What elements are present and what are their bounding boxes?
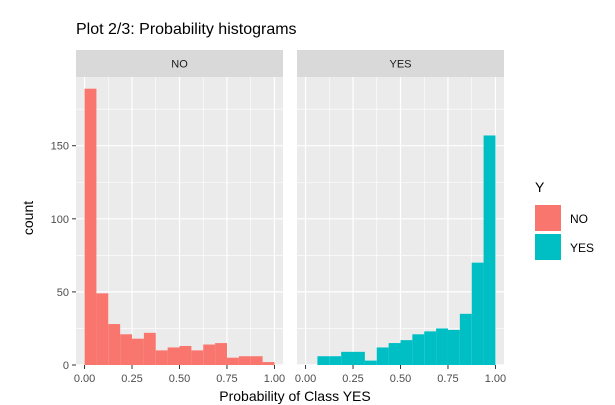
legend-label-yes: YES xyxy=(570,241,594,255)
histogram-bar xyxy=(353,351,365,365)
histogram-bar xyxy=(191,350,204,365)
legend: Y NO YES xyxy=(535,179,594,260)
x-tick-label: 1.00 xyxy=(485,373,506,385)
histogram-bar xyxy=(250,356,263,365)
x-tick-label: 0.50 xyxy=(169,373,190,385)
y-tick-label: 100 xyxy=(51,214,69,226)
x-tick-label: 0.25 xyxy=(121,373,142,385)
x-tick-label: 0.50 xyxy=(390,373,411,385)
legend-key-no xyxy=(535,205,561,231)
x-tick-label: 0.75 xyxy=(216,373,237,385)
histogram-bar xyxy=(471,262,484,365)
histogram-bar xyxy=(364,360,377,365)
legend-label-no: NO xyxy=(570,212,588,226)
histogram-bar xyxy=(84,88,97,365)
histogram-bar xyxy=(341,351,354,365)
x-tick-label: 0.00 xyxy=(295,373,316,385)
chart-title: Plot 2/3: Probability histograms xyxy=(76,21,297,38)
y-tick-label: 0 xyxy=(63,360,69,372)
x-tick-label: 1.00 xyxy=(264,373,285,385)
x-tick-label: 0.75 xyxy=(437,373,458,385)
histogram-bar xyxy=(447,329,460,365)
histogram-bar xyxy=(317,356,330,365)
histogram-bar xyxy=(155,350,168,365)
histogram-bar xyxy=(120,334,133,365)
histogram-bar xyxy=(226,357,239,365)
histogram-bar xyxy=(203,344,216,365)
histogram-bar xyxy=(215,343,227,365)
histogram-bar xyxy=(388,343,401,365)
histogram-bar xyxy=(400,340,413,365)
facet-panels: NO 0.00 0.25 0.50 0.75 1.00 0 50 100 150 YES 0.00 0.… xyxy=(51,50,506,385)
y-tick-label: 150 xyxy=(51,141,69,153)
legend-title: Y xyxy=(535,179,545,195)
histogram-bar xyxy=(436,328,448,365)
facet-strip xyxy=(297,50,504,77)
histogram-bar xyxy=(179,345,192,365)
histogram-bar xyxy=(412,334,425,365)
facet-strip-label: NO xyxy=(171,59,188,71)
y-axis-title: count xyxy=(20,201,36,235)
facet-no: NO 0.00 0.25 0.50 0.75 1.00 0 50 100 150 xyxy=(51,50,285,385)
histogram-bar xyxy=(459,313,472,365)
histogram-bar xyxy=(329,356,342,365)
legend-key-yes xyxy=(535,234,561,260)
y-tick-label: 50 xyxy=(57,287,69,299)
histogram-bar xyxy=(238,356,251,365)
histogram-bar xyxy=(132,338,144,365)
histogram-bar xyxy=(108,324,121,365)
facet-strip xyxy=(76,50,283,77)
x-axis-title: Probability of Class YES xyxy=(219,388,370,404)
x-tick-label: 0.00 xyxy=(74,373,95,385)
x-tick-label: 0.25 xyxy=(342,373,363,385)
histogram-bar xyxy=(143,332,156,365)
histogram-bar xyxy=(96,293,109,365)
histogram-bar xyxy=(376,347,389,365)
facet-yes: YES 0.00 0.25 0.50 0.75 1.00 xyxy=(295,50,506,385)
histogram-bar xyxy=(167,347,180,365)
histogram-bar xyxy=(424,331,437,365)
facet-strip-label: YES xyxy=(389,59,411,71)
histogram-bar xyxy=(262,362,275,365)
histogram-bar xyxy=(483,135,496,365)
